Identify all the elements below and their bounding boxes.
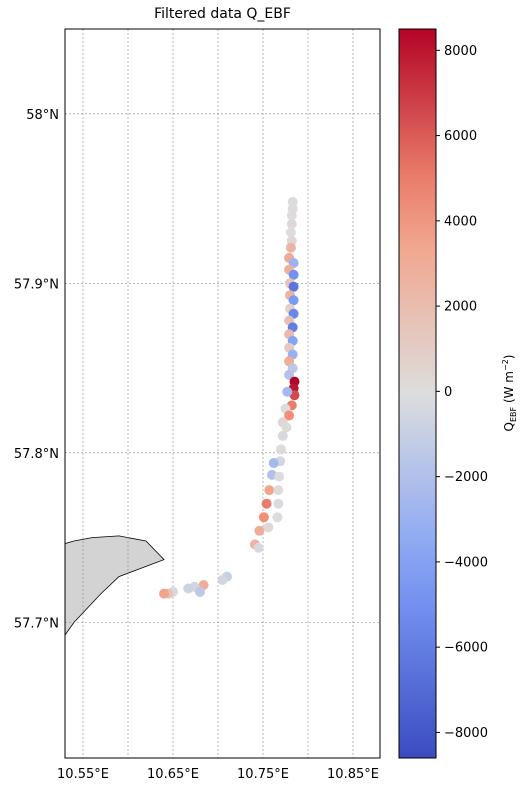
data-point	[268, 458, 279, 468]
map-axes: 10.55°E 10.65°E 10.75°E 10.85°E 58°N57.9°N5…	[14, 28, 381, 782]
lon-tick-label: 10.85°E	[327, 767, 379, 782]
colorbar-tick-label: −4000	[444, 555, 488, 570]
colorbar-ticks: 8000 6000 4000 2000 0 −2000 −4000 −6000 −8000	[436, 44, 488, 741]
colorbar-gradient	[399, 29, 436, 758]
lat-tick-labels: 58°N 57.9°N 57.8°N 57.7°N	[14, 108, 59, 632]
data-point	[286, 210, 297, 221]
land-polygon	[65, 535, 165, 636]
data-point	[284, 369, 295, 380]
map-frame	[64, 28, 381, 759]
data-point	[195, 586, 205, 597]
colorbar-tick-label: 2000	[444, 300, 477, 315]
lon-tick-label: 10.65°E	[147, 767, 199, 782]
data-point	[281, 422, 292, 433]
colorbar-label: QEBF (W m−2)	[501, 355, 518, 432]
lat-tick-label: 57.9°N	[14, 277, 59, 292]
data-point	[286, 219, 297, 229]
colorbar-tick-label: 8000	[444, 44, 477, 59]
data-point	[264, 485, 275, 496]
data-point	[217, 575, 228, 585]
data-point	[258, 512, 269, 523]
data-point	[288, 281, 299, 292]
map-title: Filtered data Q_EBF	[154, 6, 291, 22]
lon-tick-labels: 10.55°E 10.65°E 10.75°E 10.85°E	[57, 767, 379, 782]
colorbar-tick-label: 6000	[444, 129, 477, 144]
data-point	[273, 485, 284, 496]
data-point	[253, 542, 264, 553]
data-point	[288, 269, 299, 280]
lon-tick-label: 10.75°E	[237, 767, 289, 782]
data-point	[288, 295, 299, 306]
map-background	[65, 29, 380, 758]
data-point	[273, 498, 284, 509]
colorbar-frame	[398, 28, 437, 759]
lon-tick-label: 10.55°E	[57, 767, 109, 782]
data-point	[274, 471, 285, 482]
colorbar-tick-label: −2000	[444, 470, 488, 485]
data-point	[263, 522, 274, 533]
colorbar-tick-label: 0	[444, 385, 452, 400]
data-point	[183, 583, 194, 594]
data-point	[282, 386, 293, 397]
colorbar-tick-label: −8000	[444, 726, 488, 741]
data-point	[284, 410, 295, 421]
lat-tick-label: 57.8°N	[14, 447, 59, 462]
data-point	[254, 525, 265, 536]
data-point	[285, 242, 296, 253]
colorbar-tick-label: 4000	[444, 214, 477, 229]
lat-tick-label: 57.7°N	[14, 616, 59, 631]
gridlines	[65, 29, 380, 758]
lat-tick-label: 58°N	[26, 108, 59, 123]
colorbar: 8000 6000 4000 2000 0 −2000 −4000 −6000 −8000 QE…	[398, 28, 518, 759]
colorbar-tick-label: −6000	[444, 641, 488, 656]
data-point	[276, 444, 286, 455]
data-point	[261, 498, 272, 509]
data-point	[272, 512, 283, 523]
data-point	[159, 588, 169, 599]
data-point	[285, 227, 296, 238]
scatter-points	[159, 196, 300, 599]
data-point	[277, 430, 288, 441]
